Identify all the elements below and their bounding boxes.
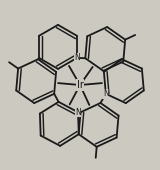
Text: Ir: Ir bbox=[77, 80, 83, 90]
Text: N: N bbox=[103, 89, 109, 98]
Text: N: N bbox=[75, 108, 81, 117]
Text: N: N bbox=[74, 53, 80, 62]
